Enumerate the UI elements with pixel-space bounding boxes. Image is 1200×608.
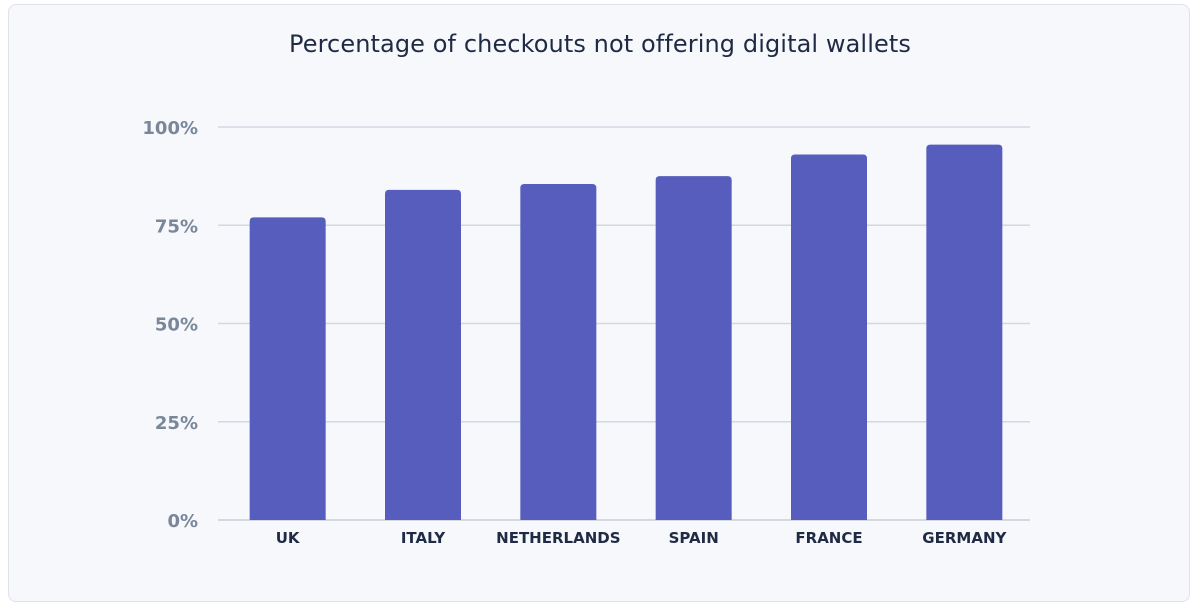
grid-lines xyxy=(218,126,1030,521)
chart-title: Percentage of checkouts not offering dig… xyxy=(289,30,911,58)
y-axis-ticks: 0% 25% 50% 75% 100% xyxy=(142,118,198,532)
x-tick-label: GERMANY xyxy=(922,529,1007,547)
y-tick-label: 0% xyxy=(167,511,198,532)
bar-netherlands xyxy=(520,183,597,521)
y-tick-label: 50% xyxy=(155,315,198,336)
x-tick-label: UK xyxy=(276,529,301,547)
x-tick-label: FRANCE xyxy=(795,529,862,547)
bar-germany xyxy=(926,144,1003,520)
x-tick-label: NETHERLANDS xyxy=(496,529,620,547)
x-tick-label: SPAIN xyxy=(669,529,719,547)
y-tick-label: 100% xyxy=(142,118,198,139)
bar-italy xyxy=(385,189,461,520)
y-tick-label: 75% xyxy=(155,216,198,237)
bar-uk xyxy=(249,217,326,520)
x-tick-label: ITALY xyxy=(401,529,446,547)
y-tick-label: 25% xyxy=(155,413,198,434)
bars xyxy=(249,144,1003,521)
bar-france xyxy=(791,154,867,520)
bar-spain xyxy=(655,176,732,520)
x-axis-labels: UK ITALY NETHERLANDS SPAIN FRANCE GERMANY xyxy=(276,529,1008,547)
